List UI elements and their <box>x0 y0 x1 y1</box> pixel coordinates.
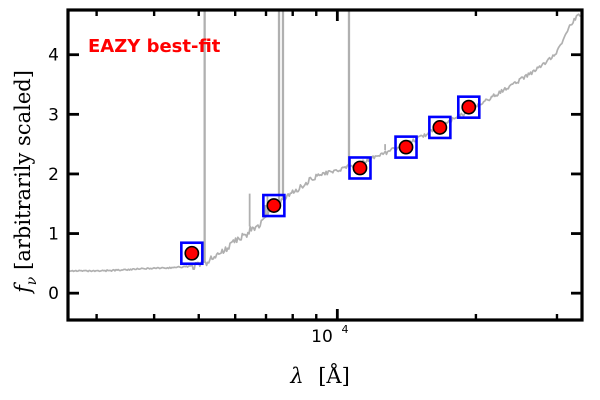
model-photometry-box <box>428 115 452 140</box>
x-axis-label-lambda: λ <box>289 364 303 388</box>
model-photometry-box <box>180 241 204 266</box>
y-axis-label: f ν [arbitrarily scaled] <box>11 70 40 295</box>
photometry-markers <box>180 95 481 266</box>
observed-photometry-marker <box>184 245 200 261</box>
y-axis-label-rest: [arbitrarily scaled] <box>11 70 35 270</box>
emission-lines <box>203 10 387 263</box>
photometry-point <box>262 193 286 218</box>
y-axis-label-f: f <box>11 282 35 295</box>
observed-photometry-marker <box>398 139 414 155</box>
axes-frame <box>66 8 584 322</box>
x-axis-ticks <box>95 10 559 320</box>
spectrum-group <box>68 10 582 273</box>
photometry-point <box>394 135 418 159</box>
photometry-point <box>428 115 452 140</box>
observed-photometry-marker <box>461 99 477 115</box>
x-axis-label: λ [Å] <box>289 363 349 388</box>
y-tick-label: 1 <box>48 225 59 245</box>
x-tick-base: 10 <box>311 327 333 347</box>
model-photometry-box <box>394 135 418 159</box>
eazy-best-fit-annotation: EAZY best-fit <box>88 36 221 57</box>
y-tick-label: 4 <box>48 46 59 66</box>
best-fit-spectrum-line <box>68 13 582 273</box>
x-axis-label-unit: [Å] <box>318 363 350 388</box>
photometry-point <box>348 156 372 180</box>
model-photometry-box <box>348 156 372 180</box>
y-axis-ticks <box>68 53 582 295</box>
photometry-point <box>180 241 204 266</box>
y-tick-label: 2 <box>48 165 59 185</box>
observed-photometry-marker <box>352 160 368 176</box>
model-photometry-box <box>262 193 286 218</box>
y-tick-label: 3 <box>48 105 59 125</box>
y-tick-label: 0 <box>48 284 59 304</box>
y-axis-label-nu: ν <box>24 276 40 285</box>
x-axis-tick-label-10e4: 10 4 <box>311 323 348 347</box>
observed-photometry-marker <box>266 198 282 213</box>
model-photometry-box <box>456 95 481 119</box>
observed-photometry-marker <box>432 120 448 135</box>
photometry-point <box>456 95 481 119</box>
y-axis-tick-labels: 0 1 2 3 4 <box>48 46 59 304</box>
x-tick-exponent: 4 <box>342 323 349 336</box>
